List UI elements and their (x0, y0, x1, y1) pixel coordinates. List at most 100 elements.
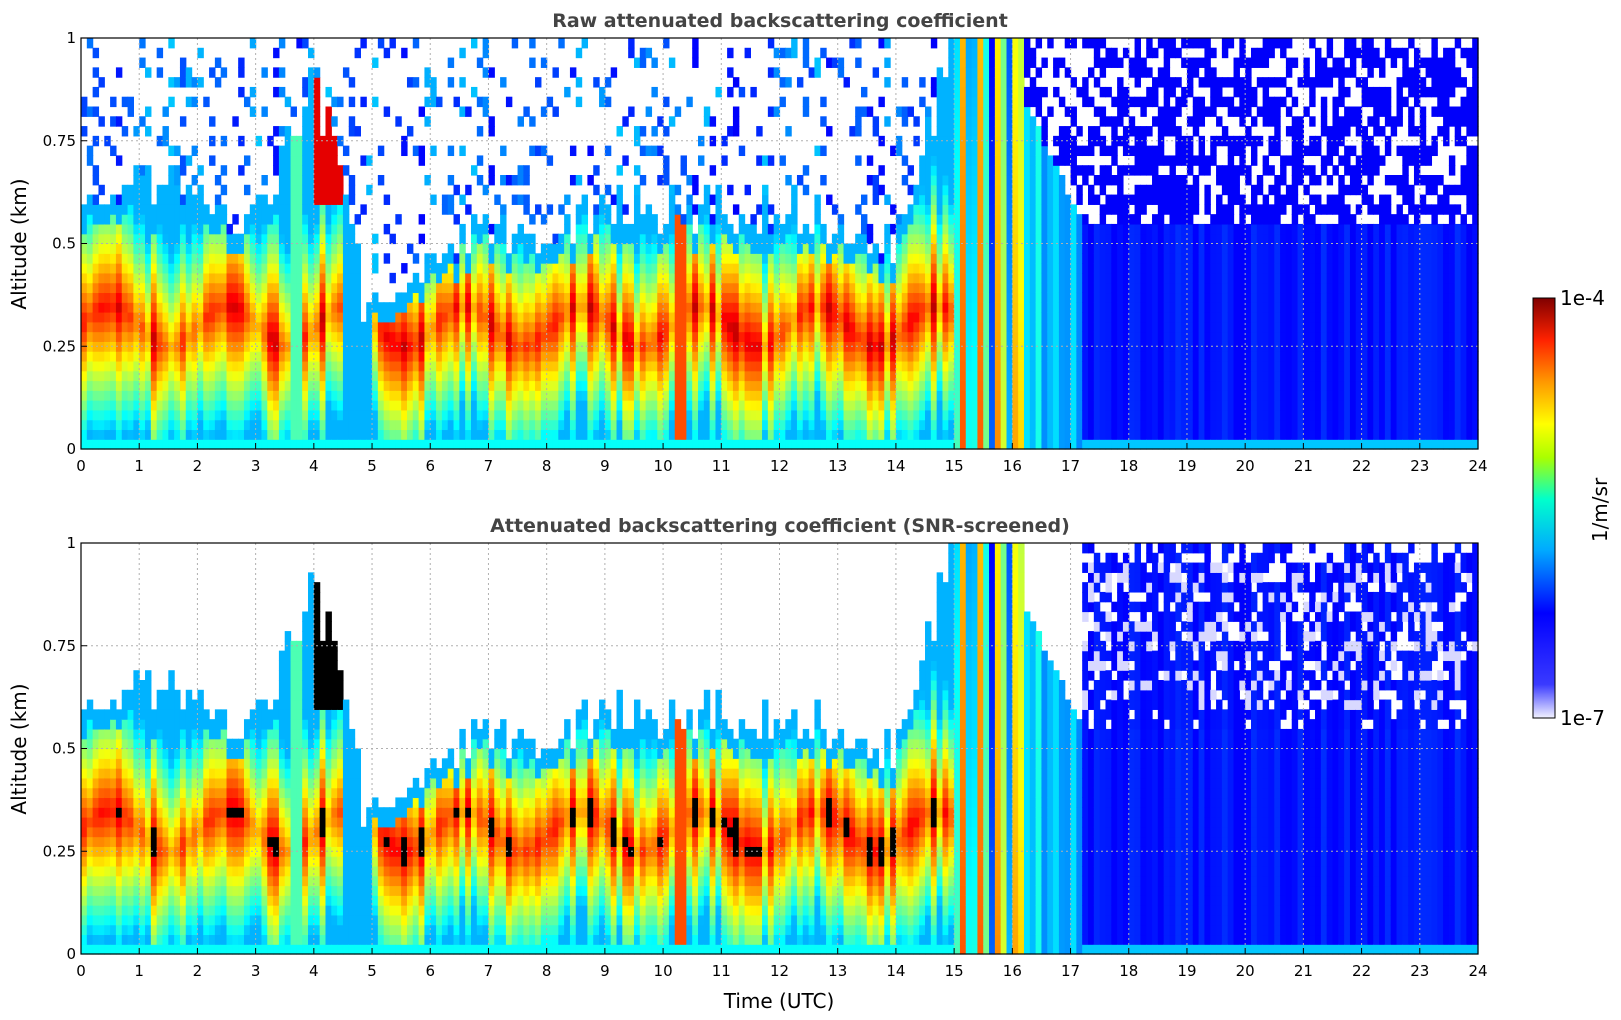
heatmap-cell (1006, 223, 1013, 235)
heatmap-cell (633, 223, 641, 235)
heatmap-cell (302, 194, 309, 205)
heatmap-cell (994, 253, 1002, 264)
heatmap-cell (843, 321, 850, 333)
heatmap-cell (802, 184, 810, 196)
heatmap-cell (732, 204, 740, 215)
heatmap-cell (721, 292, 728, 303)
heatmap-cell (290, 233, 297, 245)
heatmap-cell (657, 439, 664, 450)
heatmap-cell (529, 253, 536, 264)
heatmap-cell (785, 351, 792, 362)
heatmap-cell (290, 214, 297, 225)
heatmap-cell (331, 165, 338, 176)
heatmap-cell (1064, 351, 1072, 362)
heatmap-cell (465, 380, 472, 391)
heatmap-cell (703, 370, 711, 382)
heatmap-cell (989, 312, 996, 323)
heatmap-cell (214, 292, 222, 303)
heatmap-cell (721, 360, 728, 372)
heatmap-cell (762, 302, 769, 313)
heatmap-cell (81, 96, 88, 108)
heatmap-cell (471, 439, 478, 450)
heatmap-cell (127, 380, 134, 391)
heatmap-cell (866, 106, 874, 117)
heatmap-cell (628, 400, 635, 411)
heatmap-cell (1058, 175, 1066, 186)
heatmap-cell (593, 409, 600, 421)
heatmap-cell (471, 253, 478, 264)
heatmap-cell (954, 204, 961, 215)
heatmap-cell (837, 380, 845, 391)
heatmap-cell (418, 331, 426, 342)
heatmap-cell (890, 302, 897, 313)
heatmap-cell (278, 351, 286, 362)
heatmap-cell (145, 380, 152, 391)
heatmap-cell (1029, 272, 1037, 284)
heatmap-cell (663, 38, 670, 49)
heatmap-cell (564, 214, 571, 225)
heatmap-cell (243, 360, 251, 372)
heatmap-cell (884, 380, 891, 391)
heatmap-cell (930, 419, 938, 431)
heatmap-cell (698, 380, 705, 391)
heatmap-cell (698, 282, 705, 294)
heatmap-cell (860, 214, 868, 225)
heatmap-cell (1041, 282, 1048, 294)
heatmap-cell (110, 253, 117, 264)
heatmap-cell (686, 380, 693, 391)
heatmap-cell (546, 292, 554, 303)
heatmap-cell (104, 243, 111, 254)
heatmap-cell (610, 194, 618, 205)
heatmap-cell (348, 184, 356, 196)
heatmap-cell (767, 67, 775, 78)
heatmap-cell (581, 282, 589, 294)
heatmap-cell (936, 312, 944, 323)
heatmap-cell (855, 302, 862, 313)
heatmap-cell (901, 106, 909, 117)
heatmap-cell (709, 272, 717, 284)
heatmap-cell (284, 253, 292, 264)
heatmap-cell (994, 439, 1002, 450)
heatmap-cell (535, 77, 542, 88)
heatmap-cell (1012, 429, 1019, 440)
heatmap-cell (564, 419, 571, 431)
heatmap-cell (401, 419, 408, 431)
heatmap-cell (214, 429, 222, 440)
heatmap-cell (948, 380, 955, 391)
heatmap-cell (302, 400, 309, 411)
heatmap-cell (1029, 184, 1037, 196)
heatmap-cell (575, 47, 583, 59)
heatmap-cell (203, 380, 210, 391)
heatmap-cell (372, 390, 379, 401)
heatmap-cell (1041, 429, 1048, 440)
heatmap-cell (610, 223, 618, 235)
heatmap-cell (604, 312, 612, 323)
heatmap-cell (767, 155, 775, 166)
heatmap-cell (925, 126, 932, 137)
heatmap-cell (511, 194, 519, 205)
heatmap-cell (150, 400, 158, 411)
heatmap-cell (651, 282, 658, 294)
heatmap-cell (948, 204, 955, 215)
heatmap-cell (115, 380, 123, 391)
heatmap-cell (727, 126, 734, 137)
heatmap-cell (878, 351, 885, 362)
heatmap-cell (546, 282, 554, 294)
heatmap-cell (756, 312, 763, 323)
heatmap-cell (639, 390, 647, 401)
heatmap-cell (302, 429, 309, 440)
heatmap-cell (313, 253, 321, 264)
heatmap-cell (837, 351, 845, 362)
heatmap-cell (1053, 214, 1060, 225)
heatmap-cell (593, 292, 600, 303)
heatmap-cell (727, 370, 734, 382)
heatmap-cell (139, 380, 146, 391)
heatmap-cell (1006, 165, 1013, 176)
heatmap-cell (366, 360, 373, 372)
heatmap-cell (226, 263, 233, 274)
heatmap-cell (284, 321, 292, 333)
heatmap-cell (715, 243, 722, 254)
heatmap-cell (453, 331, 460, 342)
heatmap-cell (302, 135, 309, 147)
heatmap-cell (441, 292, 449, 303)
